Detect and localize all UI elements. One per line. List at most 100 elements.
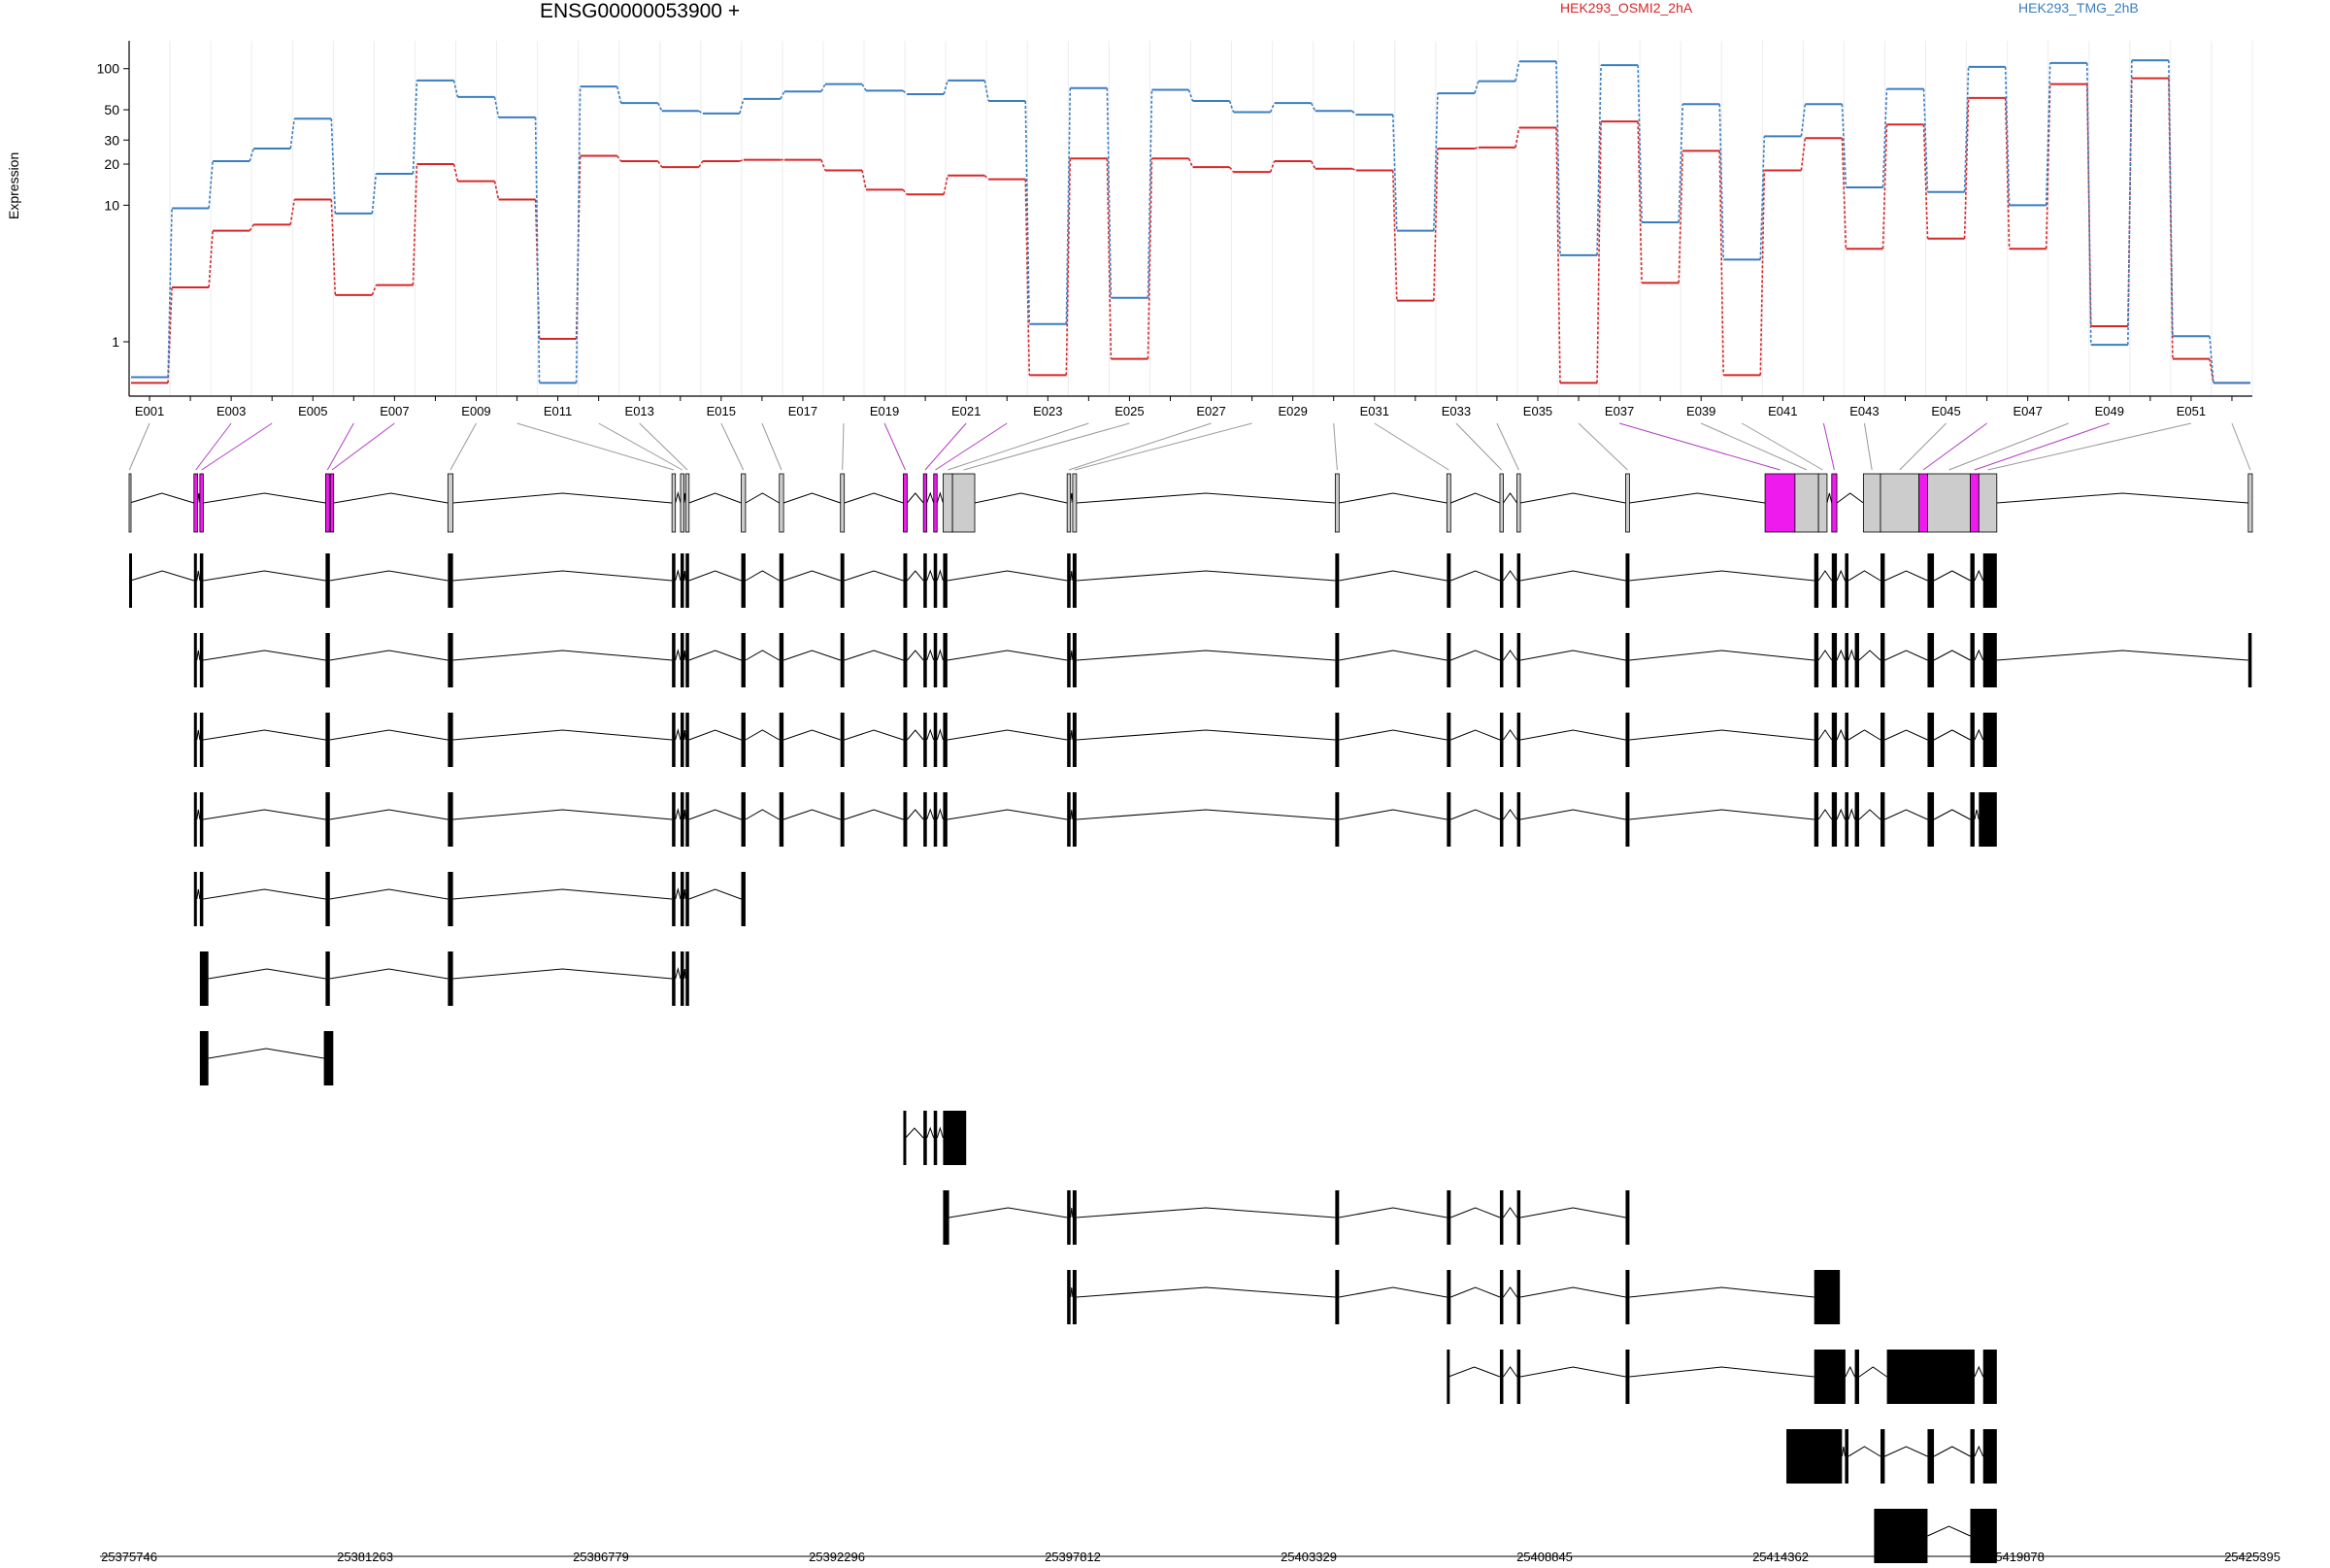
exon-connector	[331, 422, 395, 471]
transcript-exon	[1880, 792, 1885, 847]
transcript-exon	[1982, 553, 1997, 608]
transcript-intron	[1070, 809, 1074, 820]
transcript-intron	[745, 650, 780, 661]
exon-block	[1625, 473, 1630, 533]
transcript-intron	[1629, 650, 1814, 661]
intron-line	[1826, 492, 1833, 504]
exon-label: E033	[1442, 404, 1471, 418]
exon-block	[1862, 473, 1881, 533]
transcript-intron	[452, 968, 673, 980]
series-1-connector	[1678, 104, 1683, 222]
series-1-connector	[780, 90, 785, 100]
transcript-exon	[1814, 633, 1819, 687]
exon-connector	[1948, 422, 2069, 471]
transcript-intron	[1933, 650, 1971, 661]
transcript-intron	[688, 888, 742, 900]
exon-connector	[963, 422, 1130, 471]
transcript-exon	[840, 633, 845, 687]
exon-block	[447, 473, 454, 533]
transcript-intron	[1974, 569, 1984, 582]
series-1-connector	[1759, 136, 1766, 260]
transcript-intron	[947, 650, 1068, 661]
exon-label: E001	[135, 404, 164, 418]
transcript-exon	[1970, 713, 1975, 767]
genome-tick-label: 25419878	[1988, 1550, 2045, 1563]
transcript-intron	[745, 570, 780, 582]
series-0-connector	[1718, 150, 1725, 376]
transcript-exon	[199, 1031, 209, 1085]
exon-connector	[1455, 422, 1503, 471]
exon-highlighted	[1918, 473, 1928, 533]
transcript-exon	[1874, 1509, 1928, 1563]
transcript-intron	[1339, 809, 1448, 820]
exon-label: E015	[707, 404, 736, 418]
series-0-connector	[1678, 150, 1683, 284]
transcript-exon	[903, 553, 908, 608]
transcript-intron	[1974, 809, 1980, 820]
transcript-intron	[688, 729, 742, 741]
transcript-exon	[933, 633, 938, 687]
series-1-connector	[167, 208, 173, 378]
transcript-exon	[193, 792, 197, 847]
exon-highlighted	[329, 473, 335, 533]
series-0-connector	[657, 160, 663, 168]
series-0-connector	[1474, 147, 1480, 150]
transcript-intron	[1841, 1446, 1846, 1457]
transcript-intron	[1974, 1445, 1984, 1457]
transcript-exon	[2247, 633, 2252, 687]
exon-connector	[1374, 422, 1449, 471]
transcript-intron	[452, 809, 673, 820]
series-1-connector	[330, 118, 337, 214]
exon-label: E009	[461, 404, 490, 418]
series-1-connector	[371, 173, 378, 214]
series-0-connector	[1065, 158, 1072, 376]
transcript-exon	[943, 713, 948, 767]
series-1-connector	[1106, 87, 1113, 298]
series-1-connector	[1841, 104, 1847, 188]
transcript-exon	[840, 553, 845, 608]
transcript-intron	[1070, 1286, 1074, 1298]
transcript-exon	[1927, 792, 1935, 847]
y-tick-label: 10	[104, 197, 119, 213]
transcript-exon	[1814, 1350, 1846, 1404]
transcript-intron	[1076, 650, 1336, 661]
transcript-intron	[1629, 1366, 1814, 1378]
transcript-exon	[903, 1111, 907, 1165]
legend-series-a: HEK293_OSMI2_2hA	[1560, 0, 1693, 16]
transcript-exon	[685, 792, 689, 847]
transcript-exon	[1499, 1190, 1504, 1245]
transcript-intron	[1503, 570, 1517, 582]
series-1-connector	[289, 118, 296, 150]
series-0-connector	[412, 164, 418, 285]
transcript-exon	[1880, 713, 1885, 767]
series-0-connector	[1024, 179, 1031, 376]
transcript-intron	[682, 570, 686, 582]
transcript-exon	[685, 553, 689, 608]
intron-line	[452, 492, 673, 504]
transcript-exon	[1927, 713, 1935, 767]
exon-connector	[1333, 422, 1338, 471]
transcript-exon	[680, 951, 684, 1006]
transcript-exon	[1814, 553, 1819, 608]
series-1-connector	[1187, 89, 1194, 102]
transcript-intron	[452, 888, 673, 900]
series-1-connector	[1637, 65, 1643, 222]
transcript-intron	[1884, 650, 1928, 661]
exon-label: E027	[1196, 404, 1225, 418]
transcript-exon	[1499, 792, 1504, 847]
transcript-intron	[926, 649, 935, 661]
transcript-intron	[675, 728, 682, 741]
exon-label: E039	[1686, 404, 1715, 418]
series-0-connector	[2085, 83, 2092, 327]
transcript-exon	[1854, 792, 1859, 847]
transcript-exon	[199, 872, 204, 926]
intron-line	[974, 492, 1068, 504]
transcript-exon	[933, 792, 938, 847]
genome-tick-label: 25381263	[337, 1550, 393, 1563]
transcript-exon	[1067, 1190, 1071, 1245]
transcript-intron	[1520, 650, 1626, 661]
transcript-exon	[193, 713, 197, 767]
transcript-intron	[1817, 809, 1833, 820]
exon-block	[1880, 473, 1920, 533]
transcript-intron	[130, 570, 194, 582]
